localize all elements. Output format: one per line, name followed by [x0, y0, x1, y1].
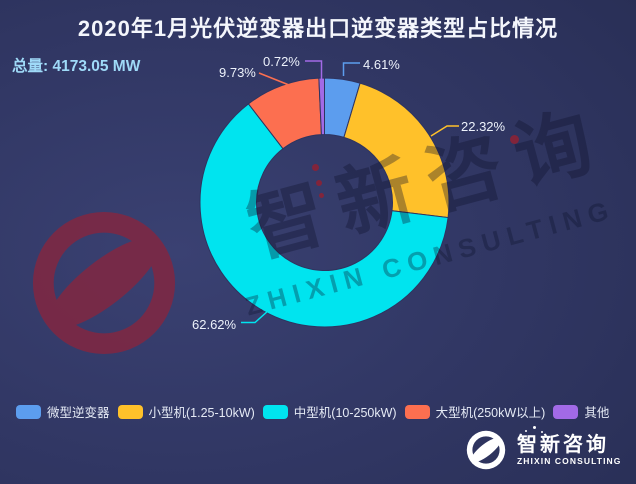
slice-label-micro: 4.61%: [363, 57, 400, 72]
slice-label-mid: 62.62%: [192, 317, 237, 332]
legend: 微型逆变器 小型机(1.25-10kW) 中型机(10-250kW) 大型机(2…: [16, 402, 609, 421]
legend-item-micro[interactable]: 微型逆变器: [16, 402, 110, 421]
legend-swatch-icon: [16, 404, 41, 419]
watermark-droplet-icon: [316, 180, 322, 186]
brand-name-cn: 智新咨询: [517, 433, 609, 456]
donut-slice-1[interactable]: [343, 82, 450, 219]
legend-item-large[interactable]: 大型机(250kW以上): [404, 402, 546, 421]
brand-swirl-watermark-icon: [30, 209, 178, 357]
legend-swatch-icon: [117, 404, 143, 419]
legend-swatch-icon: [262, 404, 288, 419]
legend-label: 中型机(10-250kW): [293, 406, 397, 420]
watermark-droplet-icon: [312, 164, 319, 171]
legend-item-other[interactable]: 其他: [553, 402, 609, 421]
legend-label: 其他: [584, 406, 610, 420]
legend-item-small[interactable]: 小型机(1.25-10kW): [117, 402, 255, 421]
slice-label-large: 9.73%: [219, 65, 256, 80]
total-label: 总量: 4173.05 MW: [12, 58, 141, 75]
legend-swatch-icon: [404, 404, 430, 419]
legend-item-mid[interactable]: 中型机(10-250kW): [262, 402, 397, 421]
brand-name-en: ZHIXIN CONSULTING: [517, 455, 622, 466]
legend-label: 小型机(1.25-10kW): [148, 406, 255, 420]
legend-label: 微型逆变器: [47, 406, 110, 420]
legend-label: 大型机(250kW以上): [435, 406, 546, 420]
brand-text: 智新咨询 ZHIXIN CONSULTING: [517, 434, 621, 467]
brand-dot-icon: [533, 426, 536, 429]
donut-slice-2[interactable]: [199, 103, 449, 328]
slice-label-small: 22.32%: [461, 119, 506, 134]
watermark-droplet-icon: [510, 135, 519, 144]
chart-title: 2020年1月光伏逆变器出口逆变器类型占比情况: [77, 16, 559, 41]
brand-dot-icon: [525, 430, 527, 432]
legend-swatch-icon: [553, 404, 579, 419]
brand-logo: 智新咨询 ZHIXIN CONSULTING: [466, 430, 621, 470]
brand-dot-icon: [541, 431, 543, 433]
slice-label-other: 0.72%: [263, 54, 300, 69]
brand-swoosh-icon: [466, 430, 506, 470]
watermark-droplet-icon: [319, 193, 324, 198]
